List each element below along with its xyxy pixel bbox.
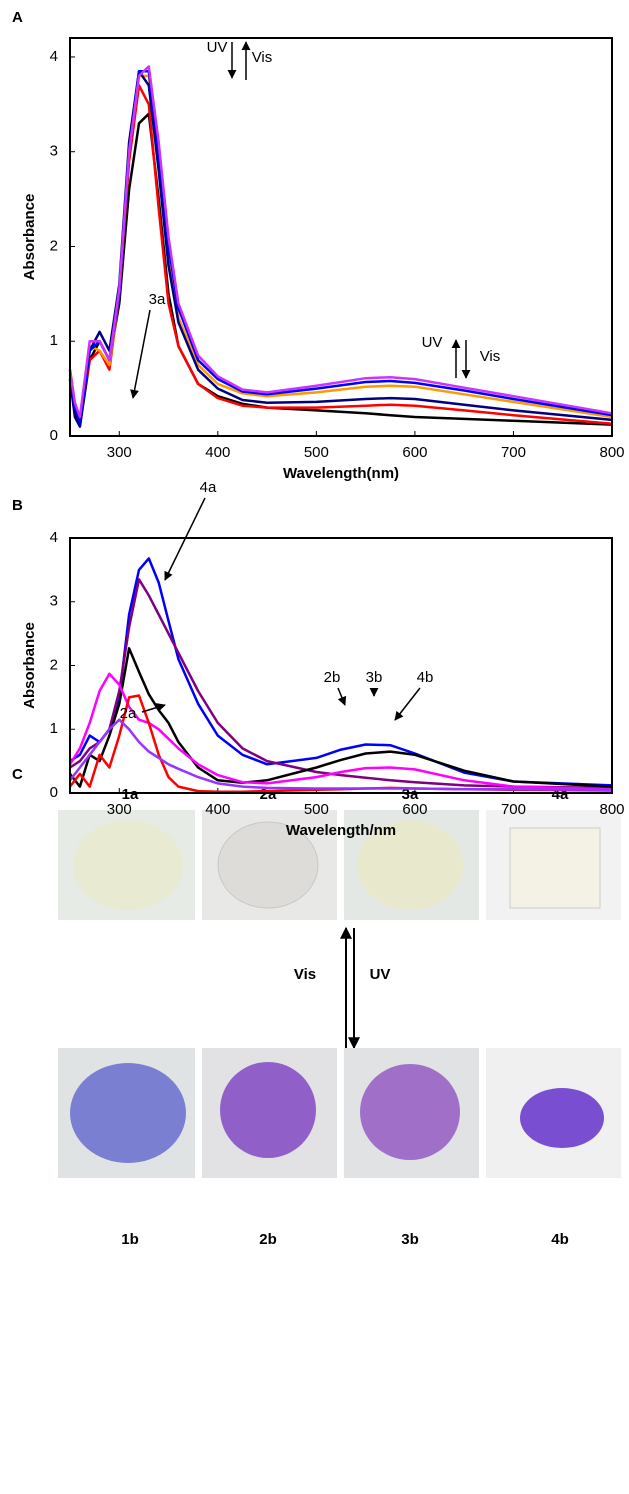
x-axis-title: Wavelength(nm) [283, 465, 399, 482]
film [73, 820, 183, 910]
annotation: 3a [149, 291, 166, 308]
film [509, 827, 601, 909]
x-axis-title: Wavelength/nm [286, 822, 396, 839]
y-tick-label: 1 [50, 332, 58, 349]
y-tick-label: 1 [50, 720, 58, 737]
x-tick-label: 500 [304, 801, 329, 818]
film [70, 1063, 186, 1163]
x-tick-label: 700 [501, 801, 526, 818]
x-tick-label: 800 [599, 801, 624, 818]
annotation: UV [422, 334, 443, 351]
film [220, 1062, 316, 1158]
y-tick-label: 3 [50, 143, 58, 160]
photo-panel: C 1a 2a 3a 4a Vis UV 1b 2b 3b 4b [12, 766, 621, 1248]
panel-label: C [12, 766, 23, 783]
annotation: 2b [324, 669, 341, 686]
y-tick-label: 2 [50, 656, 58, 673]
annotation: 2a [120, 705, 137, 722]
x-tick-label: 400 [205, 444, 230, 461]
annotation: Vis [252, 49, 273, 66]
spectrum-line [68, 672, 613, 791]
photo-label: 3b [401, 1231, 419, 1248]
x-tick-label: 300 [107, 801, 132, 818]
spectrum-line [69, 647, 613, 788]
annotation: UV [207, 39, 228, 56]
spectrum-line [68, 69, 613, 428]
spectrum-line [68, 65, 613, 419]
x-tick-label: 300 [107, 444, 132, 461]
y-tick-label: 3 [50, 593, 58, 610]
arrow-label: UV [370, 966, 391, 983]
annotation-arrow [164, 497, 206, 581]
x-tick-label: 400 [205, 801, 230, 818]
annotation-arrow [337, 687, 347, 706]
annotation: 4a [200, 479, 217, 496]
x-tick-label: 700 [501, 444, 526, 461]
arrow-label: Vis [294, 966, 316, 983]
film [360, 1064, 460, 1160]
annotation: Vis [480, 348, 501, 365]
photo-label: 1b [121, 1231, 139, 1248]
annotation: 3b [366, 669, 383, 686]
film [520, 1088, 604, 1148]
plot-frame [69, 537, 613, 794]
y-tick-label: 2 [50, 237, 58, 254]
panel-label: A [12, 9, 23, 26]
spectrum-line [68, 112, 613, 428]
y-tick-label: 4 [50, 48, 58, 65]
annotation-arrow [394, 687, 421, 721]
spectrum-line [68, 84, 613, 425]
x-tick-label: 600 [402, 444, 427, 461]
photo-label: 1a [122, 786, 139, 803]
x-tick-label: 800 [599, 444, 624, 461]
spectrum-line [69, 557, 613, 787]
film [217, 821, 319, 909]
photo-label: 4b [551, 1231, 569, 1248]
annotation-arrow [130, 309, 151, 399]
y-axis-title: Absorbance [21, 622, 38, 709]
y-tick-label: 0 [50, 427, 58, 444]
x-tick-label: 600 [402, 801, 427, 818]
spectrum-line [69, 718, 613, 792]
y-tick-label: 4 [50, 529, 58, 546]
plot-frame [69, 37, 613, 437]
spectrum-line [69, 578, 613, 790]
photo-label: 2b [259, 1231, 277, 1248]
y-tick-label: 0 [50, 784, 58, 801]
panel-label: B [12, 497, 23, 514]
annotation-arrow [141, 703, 166, 713]
y-axis-title: Absorbance [21, 194, 38, 281]
x-tick-label: 500 [304, 444, 329, 461]
annotation: 4b [417, 669, 434, 686]
film [357, 820, 463, 910]
